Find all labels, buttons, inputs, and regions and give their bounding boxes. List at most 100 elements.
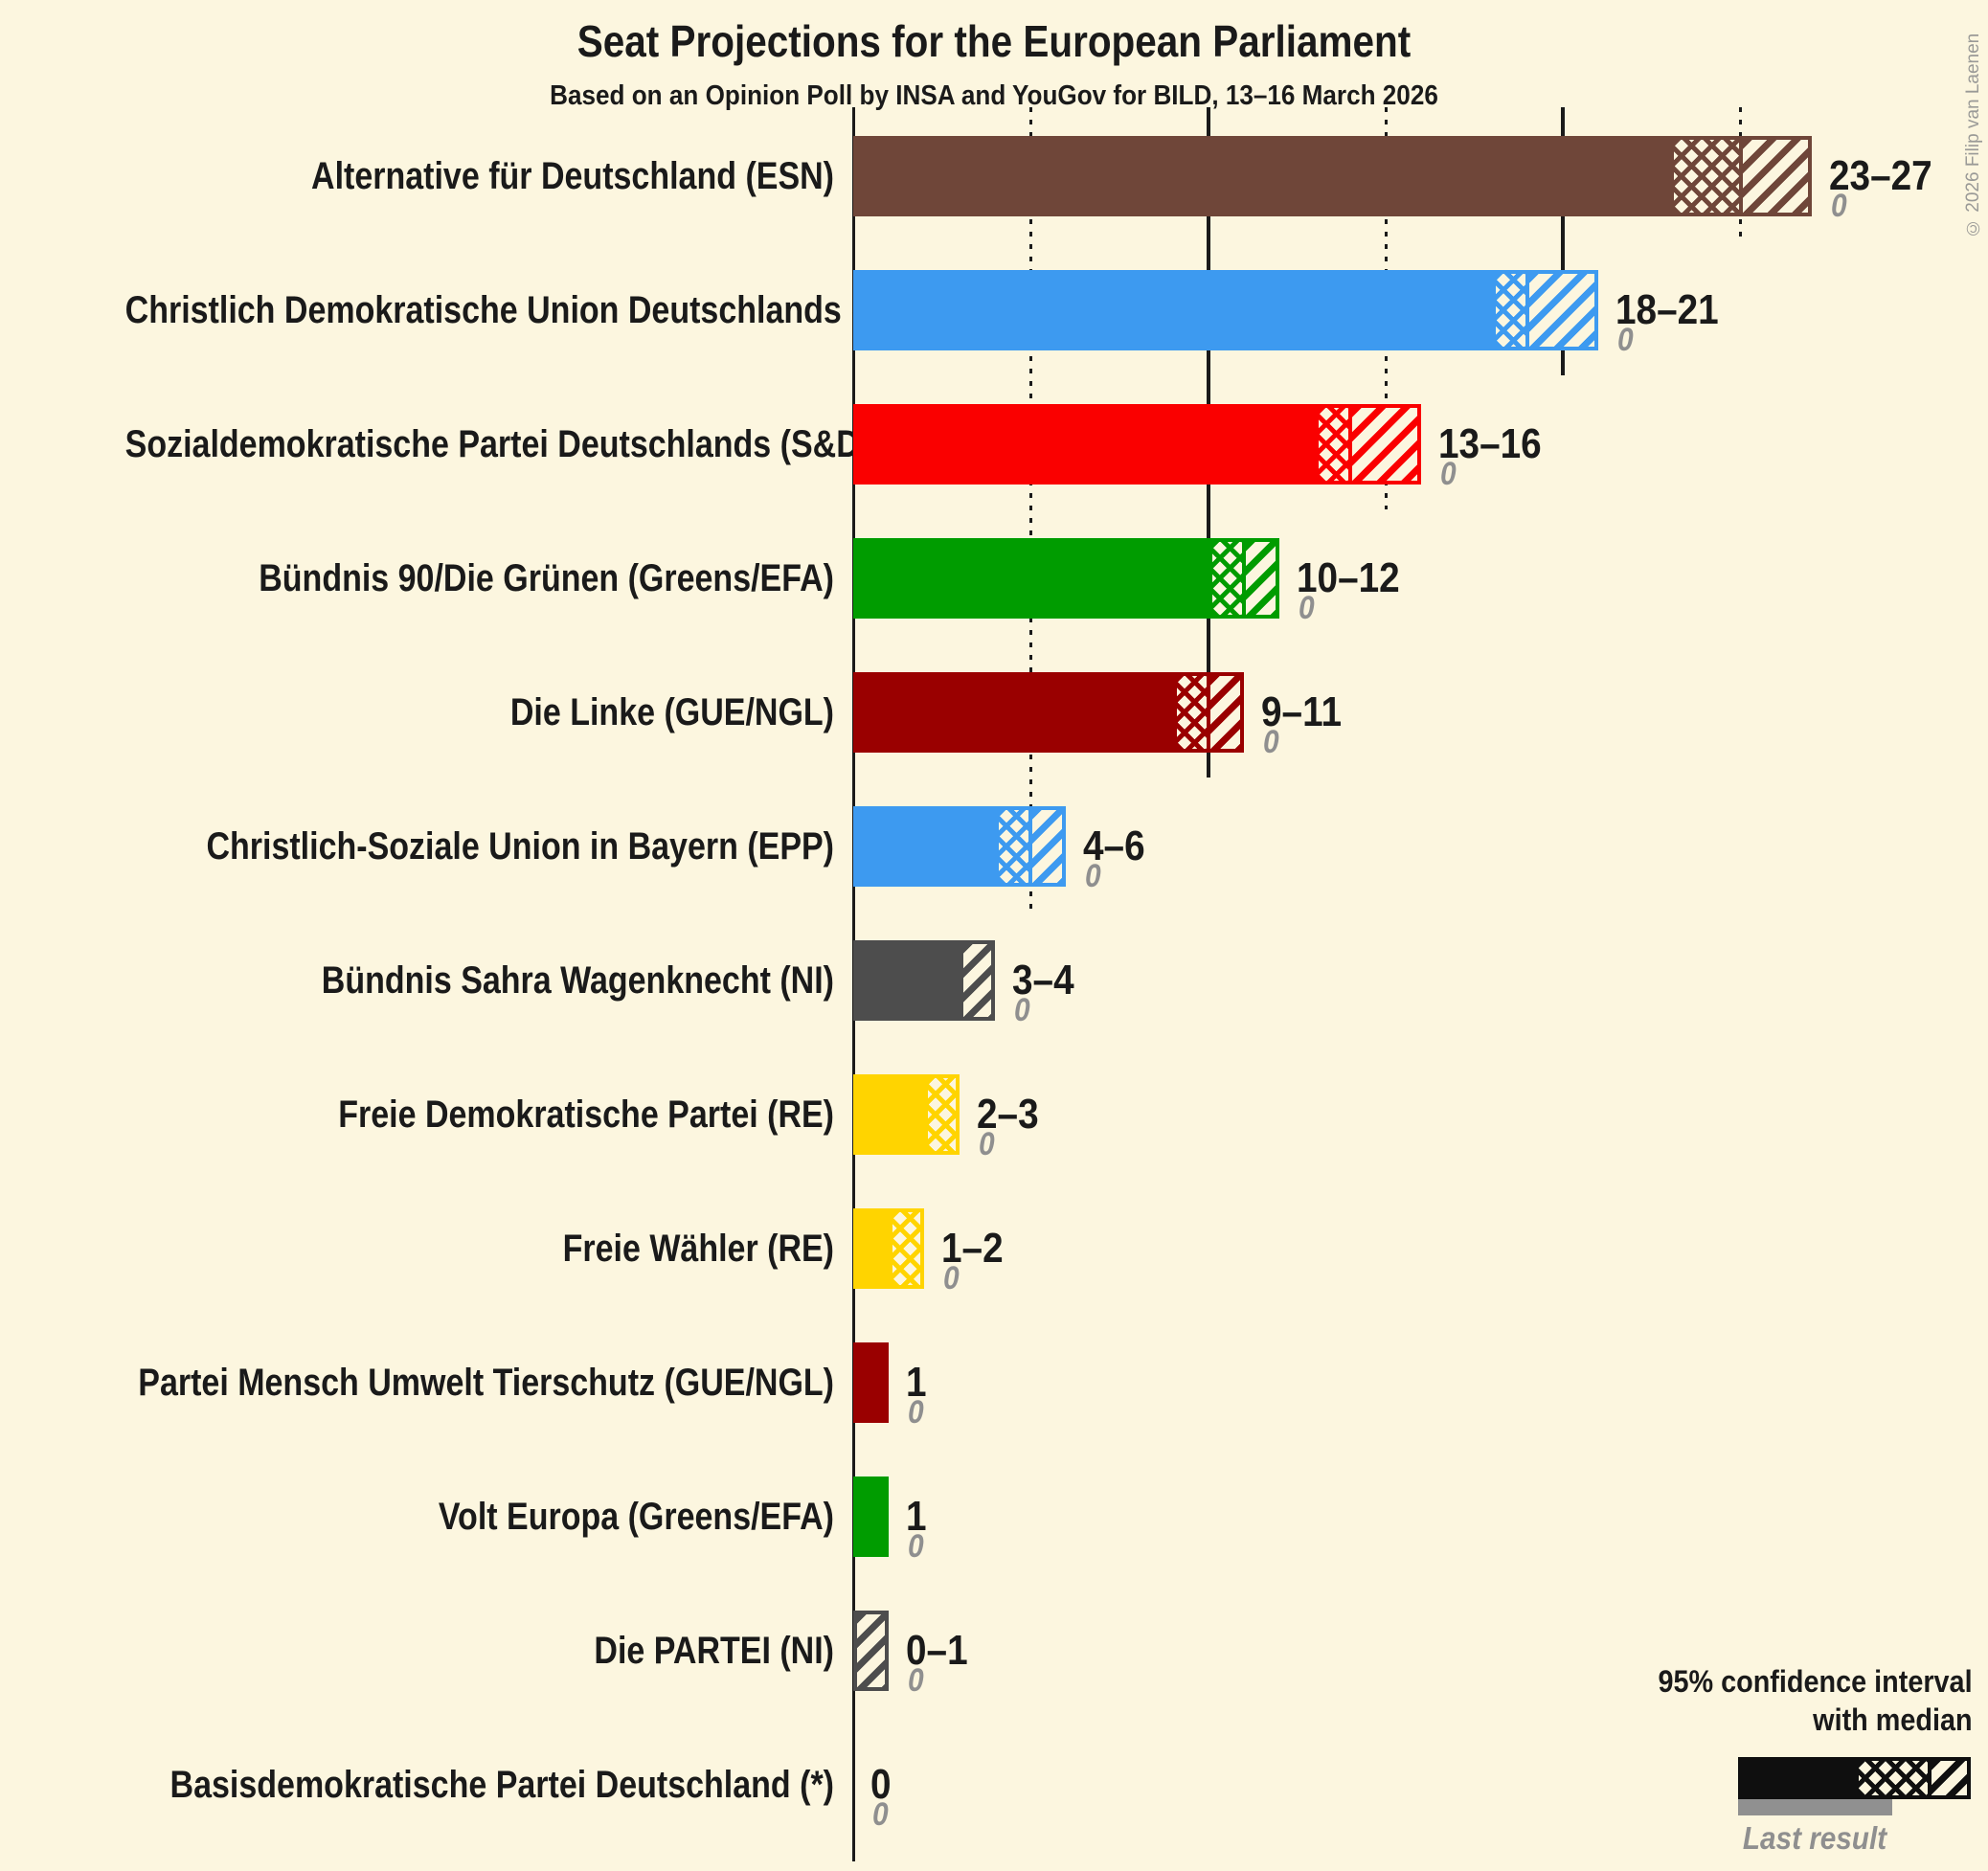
bar-crosshatch-segment (1176, 676, 1207, 749)
bar-diagonal-segment (1245, 542, 1276, 615)
seat-bar: 2–3 0 (853, 1074, 1048, 1161)
value-labels: 23–27 0 (1828, 136, 1946, 223)
chart-subtitle: Based on an Opinion Poll by INSA and You… (550, 80, 1438, 111)
legend-ci-bar (1738, 1757, 1971, 1799)
bar-crosshatch-segment (999, 810, 1029, 883)
bar-solid-segment (853, 672, 1173, 753)
party-label: Die Linke (GUE/NGL) (509, 691, 834, 733)
party-label: Christlich-Soziale Union in Bayern (EPP) (206, 825, 834, 868)
bar-ci-pattern-segment (1172, 672, 1244, 753)
value-labels: 9–11 0 (1260, 672, 1352, 759)
legend-last-result-label: Last result (1742, 1820, 1887, 1856)
bar-diagonal-segment (1209, 676, 1240, 749)
party-label: Partei Mensch Umwelt Tierschutz (GUE/NGL… (138, 1362, 834, 1404)
legend-last-result-bar (1738, 1799, 1892, 1815)
bar-solid-segment (853, 538, 1209, 619)
bar-median-divider (1206, 676, 1210, 749)
range-label: 10–12 (1296, 554, 1400, 601)
range-label: 3–4 (1012, 957, 1074, 1003)
bar-ci-pattern-segment (1314, 404, 1422, 485)
legend-median-label: with median (1813, 1702, 1973, 1737)
legend-solid-segment (1738, 1757, 1855, 1799)
bar-solid-segment (853, 806, 996, 887)
bar-diagonal-segment (1742, 140, 1808, 213)
last-result-label: 0 (943, 1260, 960, 1296)
seat-bar: 10–12 0 (853, 538, 1413, 625)
party-label: Bündnis 90/Die Grünen (Greens/EFA) (259, 557, 834, 599)
last-result-label: 0 (908, 1528, 924, 1565)
bar-solid-segment (853, 1208, 890, 1289)
range-label: 9–11 (1260, 688, 1342, 735)
bar-diagonal-segment (1529, 274, 1595, 347)
bar-ci-pattern-segment (995, 806, 1067, 887)
bar-median-divider (1525, 274, 1530, 347)
range-label: 23–27 (1828, 152, 1932, 199)
range-label: 4–6 (1083, 823, 1146, 869)
seat-bar: 23–27 0 (853, 136, 1946, 223)
seat-bar: 13–16 0 (853, 404, 1555, 491)
last-result-label: 0 (1262, 724, 1279, 760)
bar-median-divider (1347, 408, 1352, 481)
bar-ci-pattern-segment (960, 940, 996, 1021)
bar-diagonal-segment (1351, 408, 1418, 481)
seat-bar: 18–21 0 (853, 270, 1733, 356)
bar-diagonal-segment (963, 944, 992, 1017)
bar-median-divider (1738, 140, 1743, 213)
range-label: 0 (870, 1761, 892, 1808)
bar-ci-pattern-segment (1492, 270, 1599, 350)
bar-solid-segment (853, 1074, 925, 1155)
party-label: Christlich Demokratische Union Deutschla… (124, 289, 938, 331)
bar-crosshatch-segment (1673, 140, 1739, 213)
bar-solid-segment (853, 940, 960, 1021)
party-label: Sozialdemokratische Partei Deutschlands … (124, 423, 871, 465)
party-label: Alternative für Deutschland (ESN) (311, 155, 834, 197)
bar-ci-pattern-segment (1208, 538, 1279, 619)
range-label: 18–21 (1615, 286, 1720, 333)
bar-crosshatch-segment (1318, 408, 1348, 481)
bar-diagonal-segment (857, 1614, 886, 1687)
last-result-label: 0 (872, 1796, 889, 1833)
seat-bar: 0–1 0 (853, 1611, 977, 1698)
value-labels: 13–16 0 (1438, 404, 1555, 491)
last-result-label: 0 (908, 1662, 924, 1699)
bar-solid-segment (853, 136, 1670, 216)
seat-bar: 1–2 0 (853, 1208, 1012, 1296)
legend-diagonal-segment (1932, 1761, 1967, 1795)
bar-ci-pattern-segment (853, 1611, 890, 1691)
legend-title: 95% confidence interval with median (1659, 1662, 1973, 1739)
legend-median-divider (1928, 1761, 1932, 1795)
copyright-notice: © 2026 Filip van Laenen (1963, 33, 1983, 237)
last-result-label: 0 (1830, 188, 1847, 224)
party-label: Bündnis Sahra Wagenknecht (NI) (321, 959, 834, 1002)
range-label: 1 (906, 1493, 927, 1540)
bar-ci-pattern-segment (924, 1074, 960, 1155)
party-label: Basisdemokratische Partei Deutschland (*… (169, 1764, 834, 1806)
bar-solid-segment (853, 270, 1493, 350)
value-labels: 10–12 0 (1296, 538, 1413, 625)
legend-crosshatch-segment (1859, 1761, 1928, 1795)
range-label: 1–2 (941, 1225, 1004, 1272)
legend-ci-label: 95% confidence interval (1658, 1664, 1973, 1699)
value-labels: 3–4 0 (1012, 940, 1082, 1027)
value-labels: 0–1 0 (906, 1611, 976, 1698)
last-result-label: 0 (1617, 322, 1635, 358)
range-label: 0–1 (906, 1627, 968, 1674)
gridline-solid-20 (1561, 107, 1566, 375)
bar-crosshatch-segment (1211, 542, 1242, 615)
bar-solid-segment (853, 1342, 890, 1423)
range-label: 2–3 (977, 1091, 1039, 1138)
value-labels: 4–6 0 (1083, 806, 1153, 893)
last-result-label: 0 (1014, 992, 1030, 1028)
seat-bar: 9–11 0 (853, 672, 1352, 759)
value-labels: 2–3 0 (977, 1074, 1047, 1161)
value-labels: 1–2 0 (941, 1208, 1011, 1296)
bar-median-divider (1241, 542, 1246, 615)
bar-ci-pattern-segment (889, 1208, 925, 1289)
last-result-label: 0 (1298, 590, 1315, 626)
